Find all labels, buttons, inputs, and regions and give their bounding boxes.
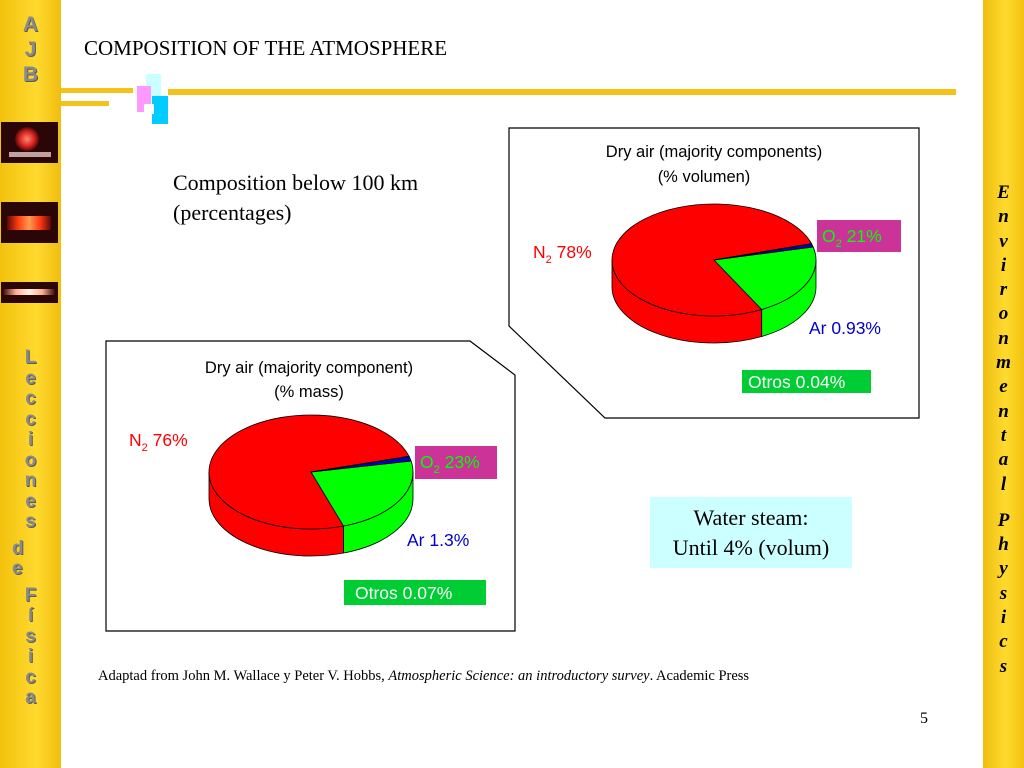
- chart-title-line: Dry air (majority component): [205, 359, 413, 377]
- vertical-letter: i: [27, 429, 34, 450]
- header-decoration: [152, 96, 168, 124]
- source-book-title: Atmospheric Science: an introductory sur…: [388, 668, 650, 684]
- vertical-letter: v: [999, 230, 1008, 252]
- slice-o2: [713, 246, 817, 310]
- chart-title-line: (% mass): [274, 383, 344, 401]
- vertical-letter: n: [24, 470, 37, 491]
- ajb-logo: A J B: [0, 12, 61, 87]
- sidebar-thumbnail-image: [1, 122, 58, 163]
- label-background: [415, 446, 497, 479]
- slice-label-otros: Otros 0.04%: [748, 372, 845, 392]
- chart-title-line: (% volumen): [658, 168, 751, 186]
- header-line: [61, 101, 109, 106]
- vertical-letter: s: [25, 511, 36, 532]
- slice-label-ar: Ar 0.93%: [809, 318, 881, 338]
- label-background: [817, 220, 901, 252]
- sidebar-thumbnail-image: [1, 202, 58, 243]
- slice-label-n2: N2 78%: [533, 242, 592, 266]
- source-prefix: Adaptad from John M. Wallace y Peter V. …: [98, 668, 389, 684]
- header-line: [168, 89, 956, 95]
- vertical-letter: d: [12, 537, 24, 559]
- slice-label-otros: Otros 0.07%: [355, 583, 452, 603]
- vertical-letter: y: [999, 558, 1008, 580]
- vertical-letter: o: [998, 303, 1009, 325]
- logo-letter: A: [22, 13, 39, 36]
- slice-label-o2: O2 21%: [822, 226, 882, 250]
- vertical-letter: í: [27, 605, 34, 626]
- vertical-letter: h: [998, 534, 1009, 556]
- chart-title-line: Dry air (majority components): [606, 143, 822, 161]
- vertical-letter: i: [1000, 254, 1007, 276]
- vertical-letter: e: [999, 376, 1008, 398]
- vertical-letter: a: [998, 449, 1009, 471]
- slice-otros: [310, 455, 410, 473]
- vertical-letter: a: [25, 687, 36, 708]
- vertical-letter: c: [25, 666, 36, 688]
- slice-label-ar: Ar 1.3%: [407, 530, 469, 550]
- vertical-letter: n: [998, 400, 1009, 422]
- vertical-letter: E: [997, 182, 1010, 203]
- header-line: [61, 88, 133, 93]
- logo-letter: B: [22, 63, 39, 86]
- vertical-letter: n: [998, 327, 1009, 349]
- slice-otros: [713, 243, 813, 261]
- water-steam-note: Water steam: Until 4% (volum): [650, 497, 852, 568]
- subtitle: Composition below 100 km (percentages): [173, 170, 419, 225]
- water-note-line: Water steam:: [693, 505, 809, 530]
- vertical-letter: r: [999, 279, 1008, 301]
- vertical-letter: F: [24, 584, 37, 606]
- vertical-letter: e: [25, 490, 36, 512]
- label-background: [344, 580, 486, 605]
- slice-o2: [310, 460, 414, 527]
- slice-n2: [208, 414, 410, 530]
- logo-letter: J: [24, 38, 37, 61]
- slice-label-n2: N2 76%: [129, 430, 188, 454]
- slice-n2: [611, 203, 813, 317]
- vertical-letter: c: [999, 631, 1008, 653]
- source-citation: Adaptad from John M. Wallace y Peter V. …: [98, 668, 749, 685]
- page-title: COMPOSITION OF THE ATMOSPHERE: [84, 36, 448, 60]
- vertical-letter: m: [996, 352, 1011, 374]
- vertical-letter: s: [999, 655, 1008, 677]
- slice-label-o2: O2 23%: [420, 452, 480, 476]
- vertical-letter: o: [24, 449, 37, 471]
- vertical-letter: c: [25, 388, 36, 409]
- vertical-letter: s: [999, 582, 1008, 604]
- pie-chart-volume: [611, 203, 817, 344]
- label-background: [742, 370, 871, 393]
- vertical-letter: c: [25, 408, 36, 430]
- vertical-letter: i: [1000, 607, 1007, 629]
- vertical-letter: e: [12, 558, 23, 579]
- vertical-letter: n: [998, 206, 1009, 228]
- sidebar-thumbnail-image: [1, 282, 58, 303]
- header-decoration: [144, 104, 154, 114]
- pie-chart-mass: [208, 414, 414, 557]
- right-sidebar: [983, 0, 1024, 768]
- vertical-letter: i: [27, 646, 34, 667]
- page-number: 5: [920, 710, 928, 727]
- vertical-letter: s: [25, 625, 36, 647]
- vertical-letter: P: [997, 509, 1010, 531]
- vertical-letter: t: [1000, 424, 1007, 446]
- vertical-letter: L: [24, 347, 37, 368]
- source-suffix: . Academic Press: [649, 668, 750, 684]
- vertical-letter: l: [1000, 473, 1007, 495]
- vertical-letter: e: [25, 367, 36, 389]
- water-note-line: Until 4% (volum): [672, 535, 830, 560]
